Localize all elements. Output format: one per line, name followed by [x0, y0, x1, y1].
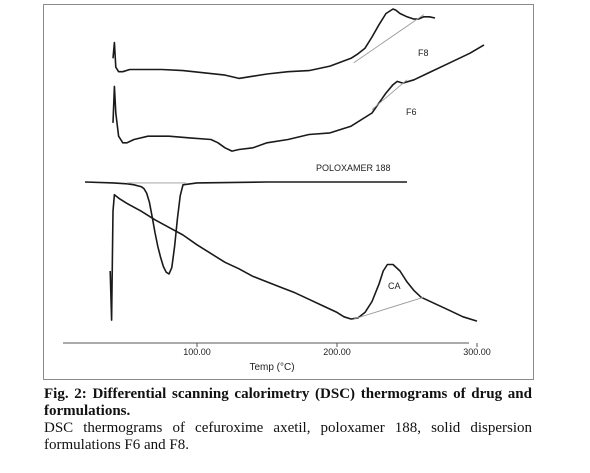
figure-caption: Fig. 2: Differential scanning calorimetr… [44, 386, 532, 454]
baseline-f6 [371, 79, 408, 110]
x-axis-title: Temp (°C) [249, 362, 294, 373]
curve-poloxamer-188 [84, 181, 407, 275]
curve-f8 [112, 8, 436, 80]
curve-label-f8: F8 [418, 48, 429, 58]
curve-label-f6: F6 [406, 107, 417, 117]
x-tick-label: 100.00 [183, 347, 211, 357]
x-axis: 100.00 200.00 300.00 Temp (°C) [63, 342, 491, 373]
curve-label-ca: CA [388, 281, 401, 291]
x-axis-ticks: 100.00 200.00 300.00 [183, 343, 491, 357]
curves-layer [84, 8, 485, 322]
caption-title: Fig. 2: Differential scanning calorimetr… [44, 386, 532, 419]
curve-label-poloxamer-188: POLOXAMER 188 [316, 163, 391, 173]
x-tick-label: 300.00 [463, 347, 491, 357]
baseline-f8 [353, 14, 425, 64]
curve-ca [109, 193, 478, 322]
x-tick-label: 200.00 [323, 347, 351, 357]
caption-body: DSC thermograms of cefuroxime axetil, po… [44, 420, 532, 453]
curve-labels: F8 F6 POLOXAMER 188 CA [316, 48, 429, 291]
curve-f6 [112, 44, 485, 152]
figure-frame [43, 4, 534, 380]
baseline-ca [353, 296, 424, 320]
